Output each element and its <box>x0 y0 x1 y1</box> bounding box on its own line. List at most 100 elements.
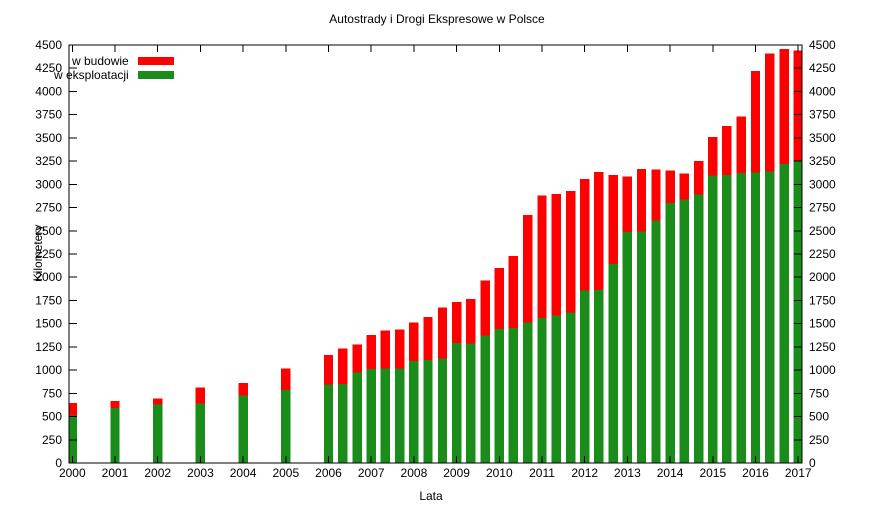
bar-segment-w-budowie <box>409 322 419 361</box>
bar-segment-w-budowie <box>665 170 675 203</box>
legend-label-w-eksploatacji: w eksploatacji <box>54 67 129 82</box>
bar-segment-w-eksploatacji <box>395 368 405 463</box>
bar-segment-w-eksploatacji <box>708 175 718 463</box>
bar-segment-w-eksploatacji <box>523 322 533 463</box>
bar-segment-w-eksploatacji <box>238 395 248 463</box>
x-tick-label: 2013 <box>614 466 641 480</box>
y-tick-label-right: 3000 <box>809 177 836 191</box>
x-tick-label: 2003 <box>187 466 214 480</box>
bar-segment-w-budowie <box>651 169 661 221</box>
legend-swatch-w-eksploatacji-icon <box>137 70 174 79</box>
bar-segment-w-eksploatacji <box>195 403 206 463</box>
bar-segment-w-eksploatacji <box>750 172 761 463</box>
y-tick-label-right: 3250 <box>809 154 836 168</box>
y-tick-label-right: 0 <box>809 456 816 470</box>
y-tick-label-right: 4000 <box>809 84 836 98</box>
bars-layer <box>69 49 802 463</box>
x-tick-label: 2010 <box>486 466 513 480</box>
bar-segment-w-eksploatacji <box>409 360 419 463</box>
bar-segment-w-budowie <box>736 116 747 174</box>
bar-segment-w-budowie <box>551 194 561 316</box>
x-tick-label: 2016 <box>742 466 769 480</box>
bar-segment-w-budowie <box>523 214 533 323</box>
bar-segment-w-budowie <box>238 383 248 396</box>
bar-segment-w-budowie <box>537 195 547 319</box>
bar-segment-w-budowie <box>423 317 433 360</box>
bar-segment-w-budowie <box>352 344 362 373</box>
y-tick-label-left: 0 <box>55 456 62 470</box>
bar-segment-w-eksploatacji <box>565 312 576 463</box>
bar-segment-w-eksploatacji <box>594 289 604 463</box>
bar-segment-w-budowie <box>622 176 633 233</box>
bar-segment-w-eksploatacji <box>153 404 163 463</box>
x-tick-label: 2015 <box>699 466 726 480</box>
bar-segment-w-budowie <box>750 71 761 173</box>
x-tick-label: 2017 <box>785 466 812 480</box>
y-tick-label-left: 3000 <box>35 177 62 191</box>
y-tick-label-right: 2000 <box>809 270 836 284</box>
bar-segment-w-eksploatacji <box>480 335 490 463</box>
bar-segment-w-eksploatacji <box>537 318 547 463</box>
bar-segment-w-eksploatacji <box>636 231 647 463</box>
bar-segment-w-eksploatacji <box>694 194 704 463</box>
y-tick-label-left: 3750 <box>35 108 62 122</box>
bar-segment-w-eksploatacji <box>281 390 291 463</box>
legend-swatch-w-budowie-icon <box>137 56 174 65</box>
bar-segment-w-budowie <box>437 307 448 359</box>
bar-segment-w-budowie <box>764 53 775 172</box>
bar-segment-w-eksploatacji <box>551 315 561 463</box>
bar-segment-w-budowie <box>508 255 519 328</box>
bar-segment-w-budowie <box>708 136 718 176</box>
x-axis-title: Lata <box>419 489 443 503</box>
y-tick-label-right: 2750 <box>809 201 836 215</box>
legend-item-w-eksploatacji: w eksploatacji <box>54 67 174 82</box>
y-tick-label-left: 500 <box>42 410 62 424</box>
y-tick-label-left: 1750 <box>35 293 62 307</box>
y-tick-label-right: 2500 <box>809 224 836 238</box>
bar-segment-w-budowie <box>110 401 120 409</box>
bar-segment-w-eksploatacji <box>380 368 390 463</box>
bar-segment-w-budowie <box>323 354 334 385</box>
bar-segment-w-budowie <box>694 161 704 195</box>
y-tick-label-left: 4500 <box>35 38 62 52</box>
y-tick-label-left: 4000 <box>35 84 62 98</box>
y-tick-label-right: 1250 <box>809 340 836 354</box>
y-tick-label-left: 750 <box>42 386 62 400</box>
bar-segment-w-eksploatacji <box>337 384 348 463</box>
bar-segment-w-budowie <box>337 348 348 385</box>
bar-segment-w-eksploatacji <box>508 327 519 463</box>
bar-segment-w-eksploatacji <box>366 369 376 463</box>
bar-segment-w-eksploatacji <box>779 163 789 463</box>
bar-segment-w-eksploatacji <box>793 161 802 463</box>
bar-segment-w-eksploatacji <box>110 408 120 463</box>
y-tick-label-right: 2250 <box>809 247 836 261</box>
x-tick-label: 2000 <box>59 466 86 480</box>
y-tick-label-left: 2000 <box>35 270 62 284</box>
bar-segment-w-eksploatacji <box>423 359 433 463</box>
y-tick-label-right: 3500 <box>809 131 836 145</box>
x-tick-label: 2014 <box>657 466 684 480</box>
y-tick-label-right: 500 <box>809 410 829 424</box>
y-tick-label-right: 4500 <box>809 38 836 52</box>
x-tick-label: 2002 <box>144 466 171 480</box>
bar-segment-w-budowie <box>608 175 619 265</box>
x-tick-label: 2004 <box>230 466 257 480</box>
y-tick-label-left: 2750 <box>35 201 62 215</box>
x-tick-label: 2009 <box>443 466 470 480</box>
y-tick-label-left: 2500 <box>35 224 62 238</box>
x-tick-label: 2005 <box>272 466 299 480</box>
bar-segment-w-budowie <box>480 280 490 336</box>
legend-item-w-budowie: w budowie <box>54 54 174 68</box>
y-tick-label-right: 1750 <box>809 293 836 307</box>
y-tick-label-left: 3500 <box>35 131 62 145</box>
y-tick-label-left: 1000 <box>35 363 62 377</box>
bar-segment-w-budowie <box>636 169 647 232</box>
y-tick-label-right: 250 <box>809 433 829 447</box>
y-tick-label-left: 4250 <box>35 61 62 75</box>
bar-segment-w-budowie <box>395 329 405 369</box>
bar-segment-w-budowie <box>722 125 732 176</box>
bar-segment-w-budowie <box>494 267 504 329</box>
bar-segment-w-eksploatacji <box>494 328 504 463</box>
bar-segment-w-budowie <box>580 178 590 291</box>
